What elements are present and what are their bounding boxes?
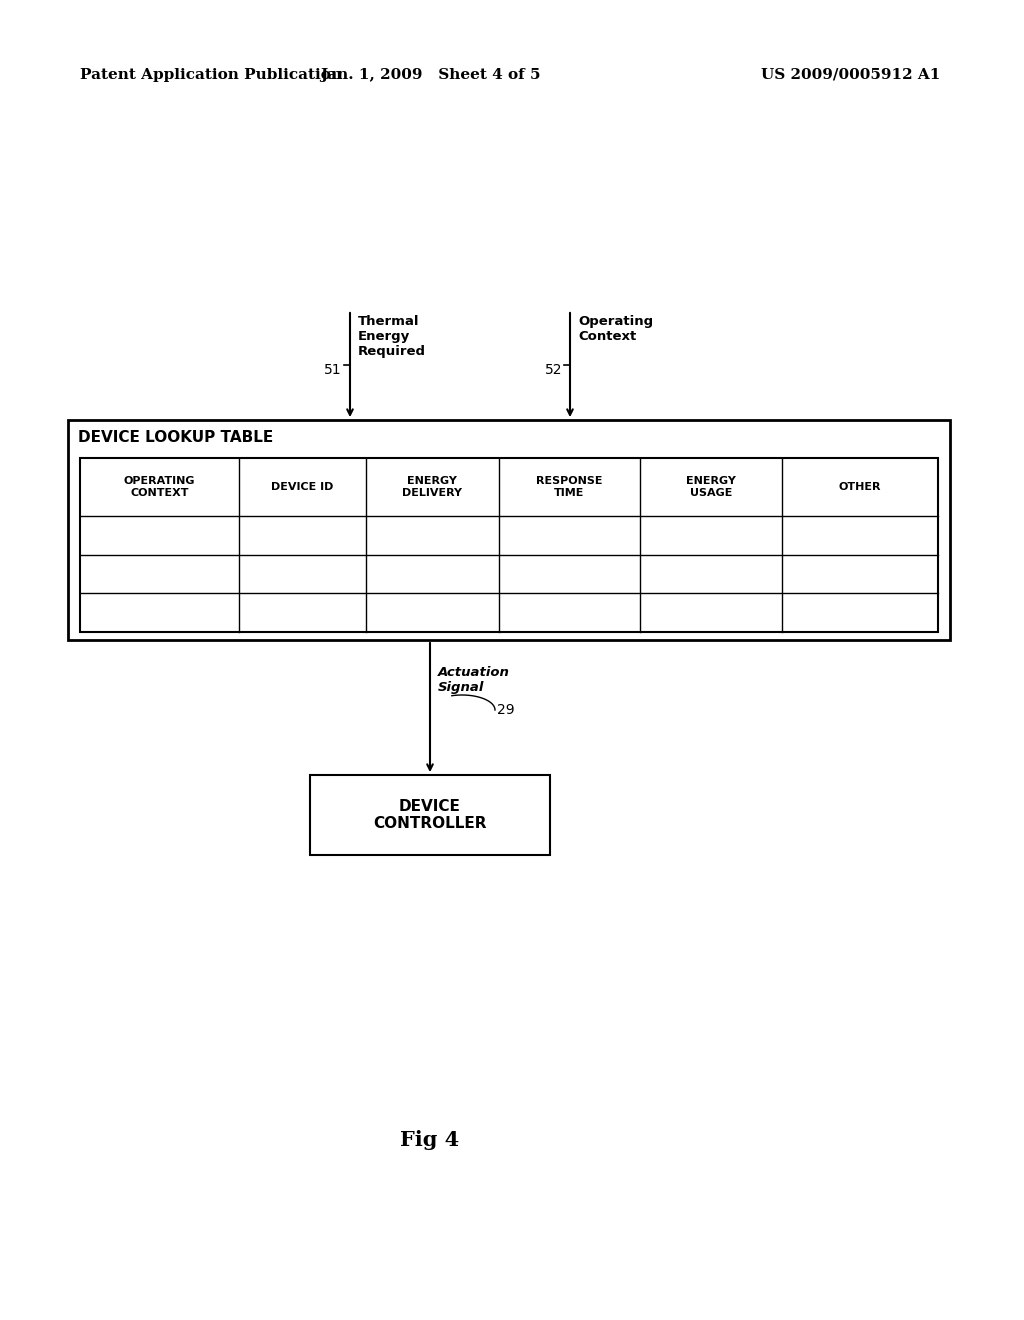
Bar <box>310 775 550 855</box>
Text: ENERGY
USAGE: ENERGY USAGE <box>686 477 736 498</box>
Text: OTHER: OTHER <box>839 482 882 492</box>
Text: OPERATING
CONTEXT: OPERATING CONTEXT <box>124 477 196 498</box>
Text: Jan. 1, 2009   Sheet 4 of 5: Jan. 1, 2009 Sheet 4 of 5 <box>319 69 541 82</box>
Text: Actuation
Signal: Actuation Signal <box>438 667 510 694</box>
Text: DEVICE
CONTROLLER: DEVICE CONTROLLER <box>374 799 486 832</box>
Text: DEVICE LOOKUP TABLE: DEVICE LOOKUP TABLE <box>78 430 273 446</box>
Text: Operating
Context: Operating Context <box>578 315 653 343</box>
Bar <box>80 458 938 632</box>
Text: RESPONSE
TIME: RESPONSE TIME <box>537 477 603 498</box>
Text: Thermal
Energy
Required: Thermal Energy Required <box>358 315 426 358</box>
Text: 52: 52 <box>545 363 562 378</box>
Text: ENERGY
DELIVERY: ENERGY DELIVERY <box>402 477 462 498</box>
Bar <box>68 420 950 640</box>
Text: 29: 29 <box>497 704 515 717</box>
Text: Fig 4: Fig 4 <box>400 1130 460 1150</box>
Text: DEVICE ID: DEVICE ID <box>271 482 334 492</box>
Text: 51: 51 <box>325 363 342 378</box>
Text: US 2009/0005912 A1: US 2009/0005912 A1 <box>761 69 940 82</box>
Text: Patent Application Publication: Patent Application Publication <box>80 69 342 82</box>
